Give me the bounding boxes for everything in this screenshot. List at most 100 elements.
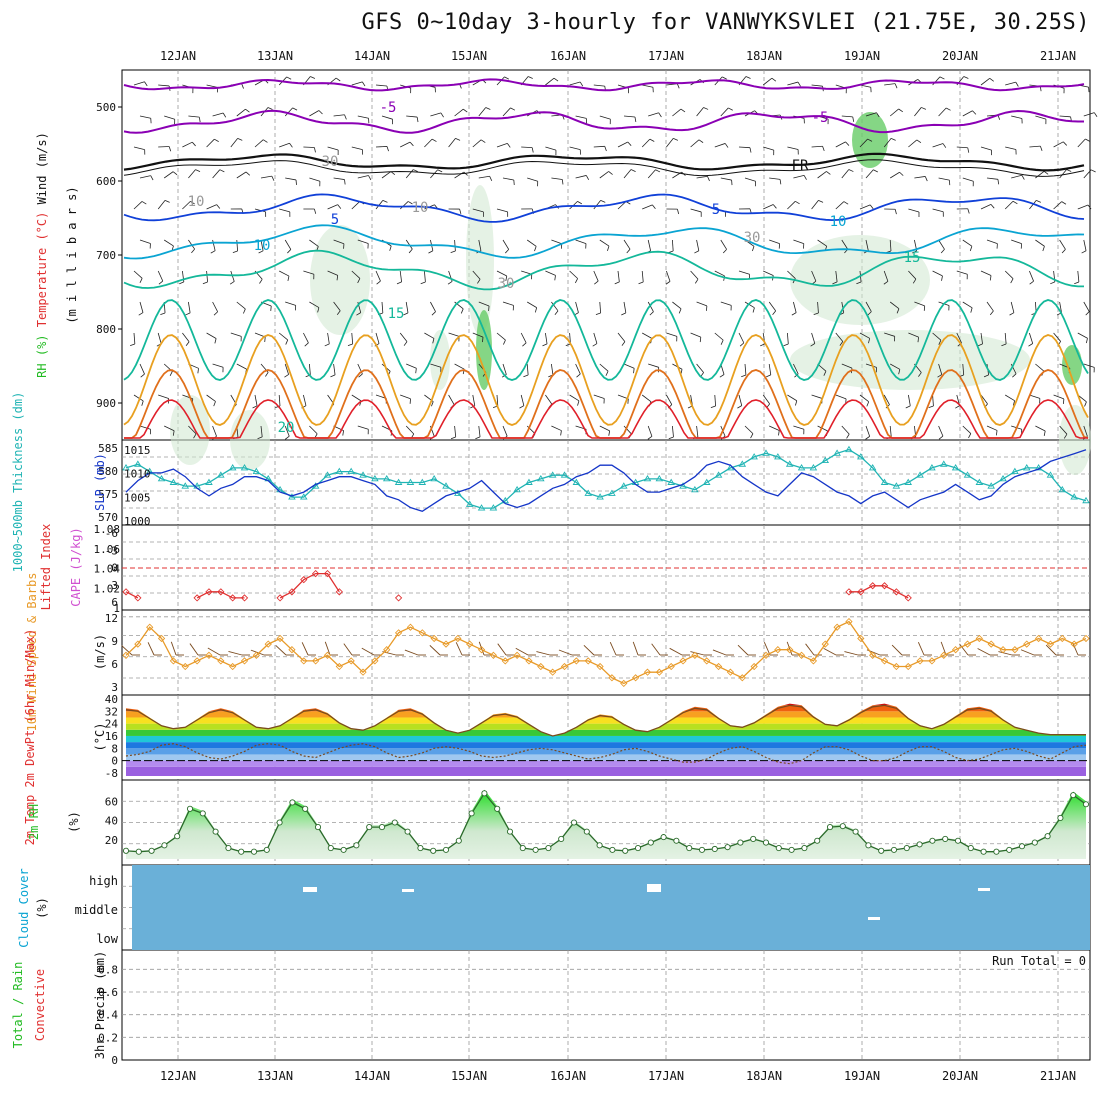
wind-barb-flag <box>867 138 873 142</box>
wind-barb <box>309 239 319 247</box>
wind-barb <box>327 146 339 151</box>
wind-barb-flag <box>304 342 309 347</box>
wind-speed-point <box>833 623 841 631</box>
wind-barb <box>309 110 320 117</box>
wind-barb <box>859 204 871 210</box>
wind-barb-flag <box>503 339 506 345</box>
temperature-contour-lower <box>124 399 1088 439</box>
rh-point <box>839 823 846 830</box>
wind-speed-point <box>643 668 652 676</box>
wind-barb-flag <box>917 337 919 343</box>
wind-speed-point <box>714 662 723 671</box>
wind-speed-point <box>631 674 640 682</box>
wind-speed-point <box>383 646 391 654</box>
wind-speed-point <box>122 651 130 659</box>
wind-barb-flag <box>413 169 418 172</box>
wind-barb <box>623 301 627 313</box>
wind-barb-flag <box>507 143 511 148</box>
wind-barb <box>908 139 918 148</box>
wind-barb <box>883 138 892 148</box>
rh-point <box>1057 814 1064 821</box>
wind-speed-point <box>181 662 189 671</box>
wind-barb-flag <box>210 250 216 254</box>
date-label-top: 15JAN <box>451 49 487 63</box>
thickness-point <box>371 474 379 482</box>
wind-barb <box>914 107 922 117</box>
wind10m-barb <box>497 643 507 656</box>
wind-barb <box>1029 200 1037 210</box>
wind-barb <box>986 301 994 312</box>
rh-point <box>1031 839 1038 846</box>
wind-speed-point <box>323 651 332 659</box>
wind-barb <box>642 332 652 339</box>
contour-label: 20 <box>278 420 295 436</box>
wind-barb <box>230 138 238 148</box>
rh-point <box>327 845 334 852</box>
lifted-index-point <box>193 594 201 602</box>
wind-barb <box>279 142 290 148</box>
rh-point <box>353 842 360 849</box>
wind-barb-flag <box>263 139 268 143</box>
wind-barb <box>526 301 537 308</box>
wind-barb <box>478 175 490 179</box>
wind-barb <box>478 301 490 307</box>
wind-barb-flag <box>317 307 320 313</box>
ytick-label-cloud: high <box>89 874 118 888</box>
thickness-point <box>489 504 498 511</box>
wind-barb <box>696 175 708 179</box>
wind10m-barb <box>250 649 265 656</box>
wind-barb-flag <box>995 430 998 436</box>
ytick-label-temp: 40 <box>105 693 118 706</box>
thickness-point <box>939 460 948 467</box>
thickness-point <box>880 478 889 485</box>
wind-barb-flag <box>1029 280 1034 285</box>
wind-barb <box>768 301 777 312</box>
wind-barb-flag <box>741 374 747 378</box>
wind-barb-flag <box>431 138 437 142</box>
wind-barb-flag <box>607 245 610 251</box>
rh-point <box>609 846 616 853</box>
ytick-label-rh: 40 <box>105 815 118 828</box>
wind-barb-flag <box>898 369 901 375</box>
wind-speed-line <box>125 620 1087 685</box>
wind-barb <box>139 115 151 119</box>
ylabel-lifted-index: Lifted Index <box>39 524 53 611</box>
thickness-point <box>714 471 723 478</box>
wind-barb <box>932 270 943 277</box>
wind-barb-flag <box>362 81 366 87</box>
wind-barb-flag <box>193 433 197 439</box>
ylabel-rh-units: (%) <box>67 811 81 833</box>
rh-point <box>186 805 194 812</box>
wind-barb-flag <box>130 343 135 347</box>
wind-barb <box>1004 332 1007 344</box>
lifted-index-point <box>323 569 332 578</box>
contour-label: 10 <box>830 214 847 230</box>
wind-barb-flag <box>918 372 922 377</box>
wind10m-barb <box>669 647 683 656</box>
wind-barb <box>938 107 947 117</box>
wind-barb <box>962 425 972 434</box>
date-label-top: 19JAN <box>844 49 880 63</box>
wind-speed-point <box>406 623 415 631</box>
wind-barb-flag <box>1001 343 1007 347</box>
wind-barb-flag <box>1012 373 1017 378</box>
wind-barb <box>575 363 581 375</box>
wind-barb-flag <box>924 176 928 182</box>
wind-barb <box>527 177 538 182</box>
wind-barb-flag <box>523 374 529 378</box>
thickness-point <box>619 482 628 489</box>
rh-point <box>1044 833 1051 840</box>
wind-speed-point <box>655 668 663 676</box>
wind-barb <box>817 425 828 432</box>
wind-barb-flag <box>141 201 147 205</box>
rh-point <box>263 846 270 853</box>
ytick-label-cloud: middle <box>75 903 118 917</box>
wind-barb-flag <box>585 175 590 181</box>
wind-barb <box>1077 138 1086 148</box>
wind-barb <box>399 332 408 342</box>
slp-line <box>125 449 1087 513</box>
wind-speed-point <box>169 657 178 665</box>
wind-barb <box>1083 239 1087 251</box>
wind-barb <box>545 270 556 276</box>
temp-band <box>126 735 1086 743</box>
